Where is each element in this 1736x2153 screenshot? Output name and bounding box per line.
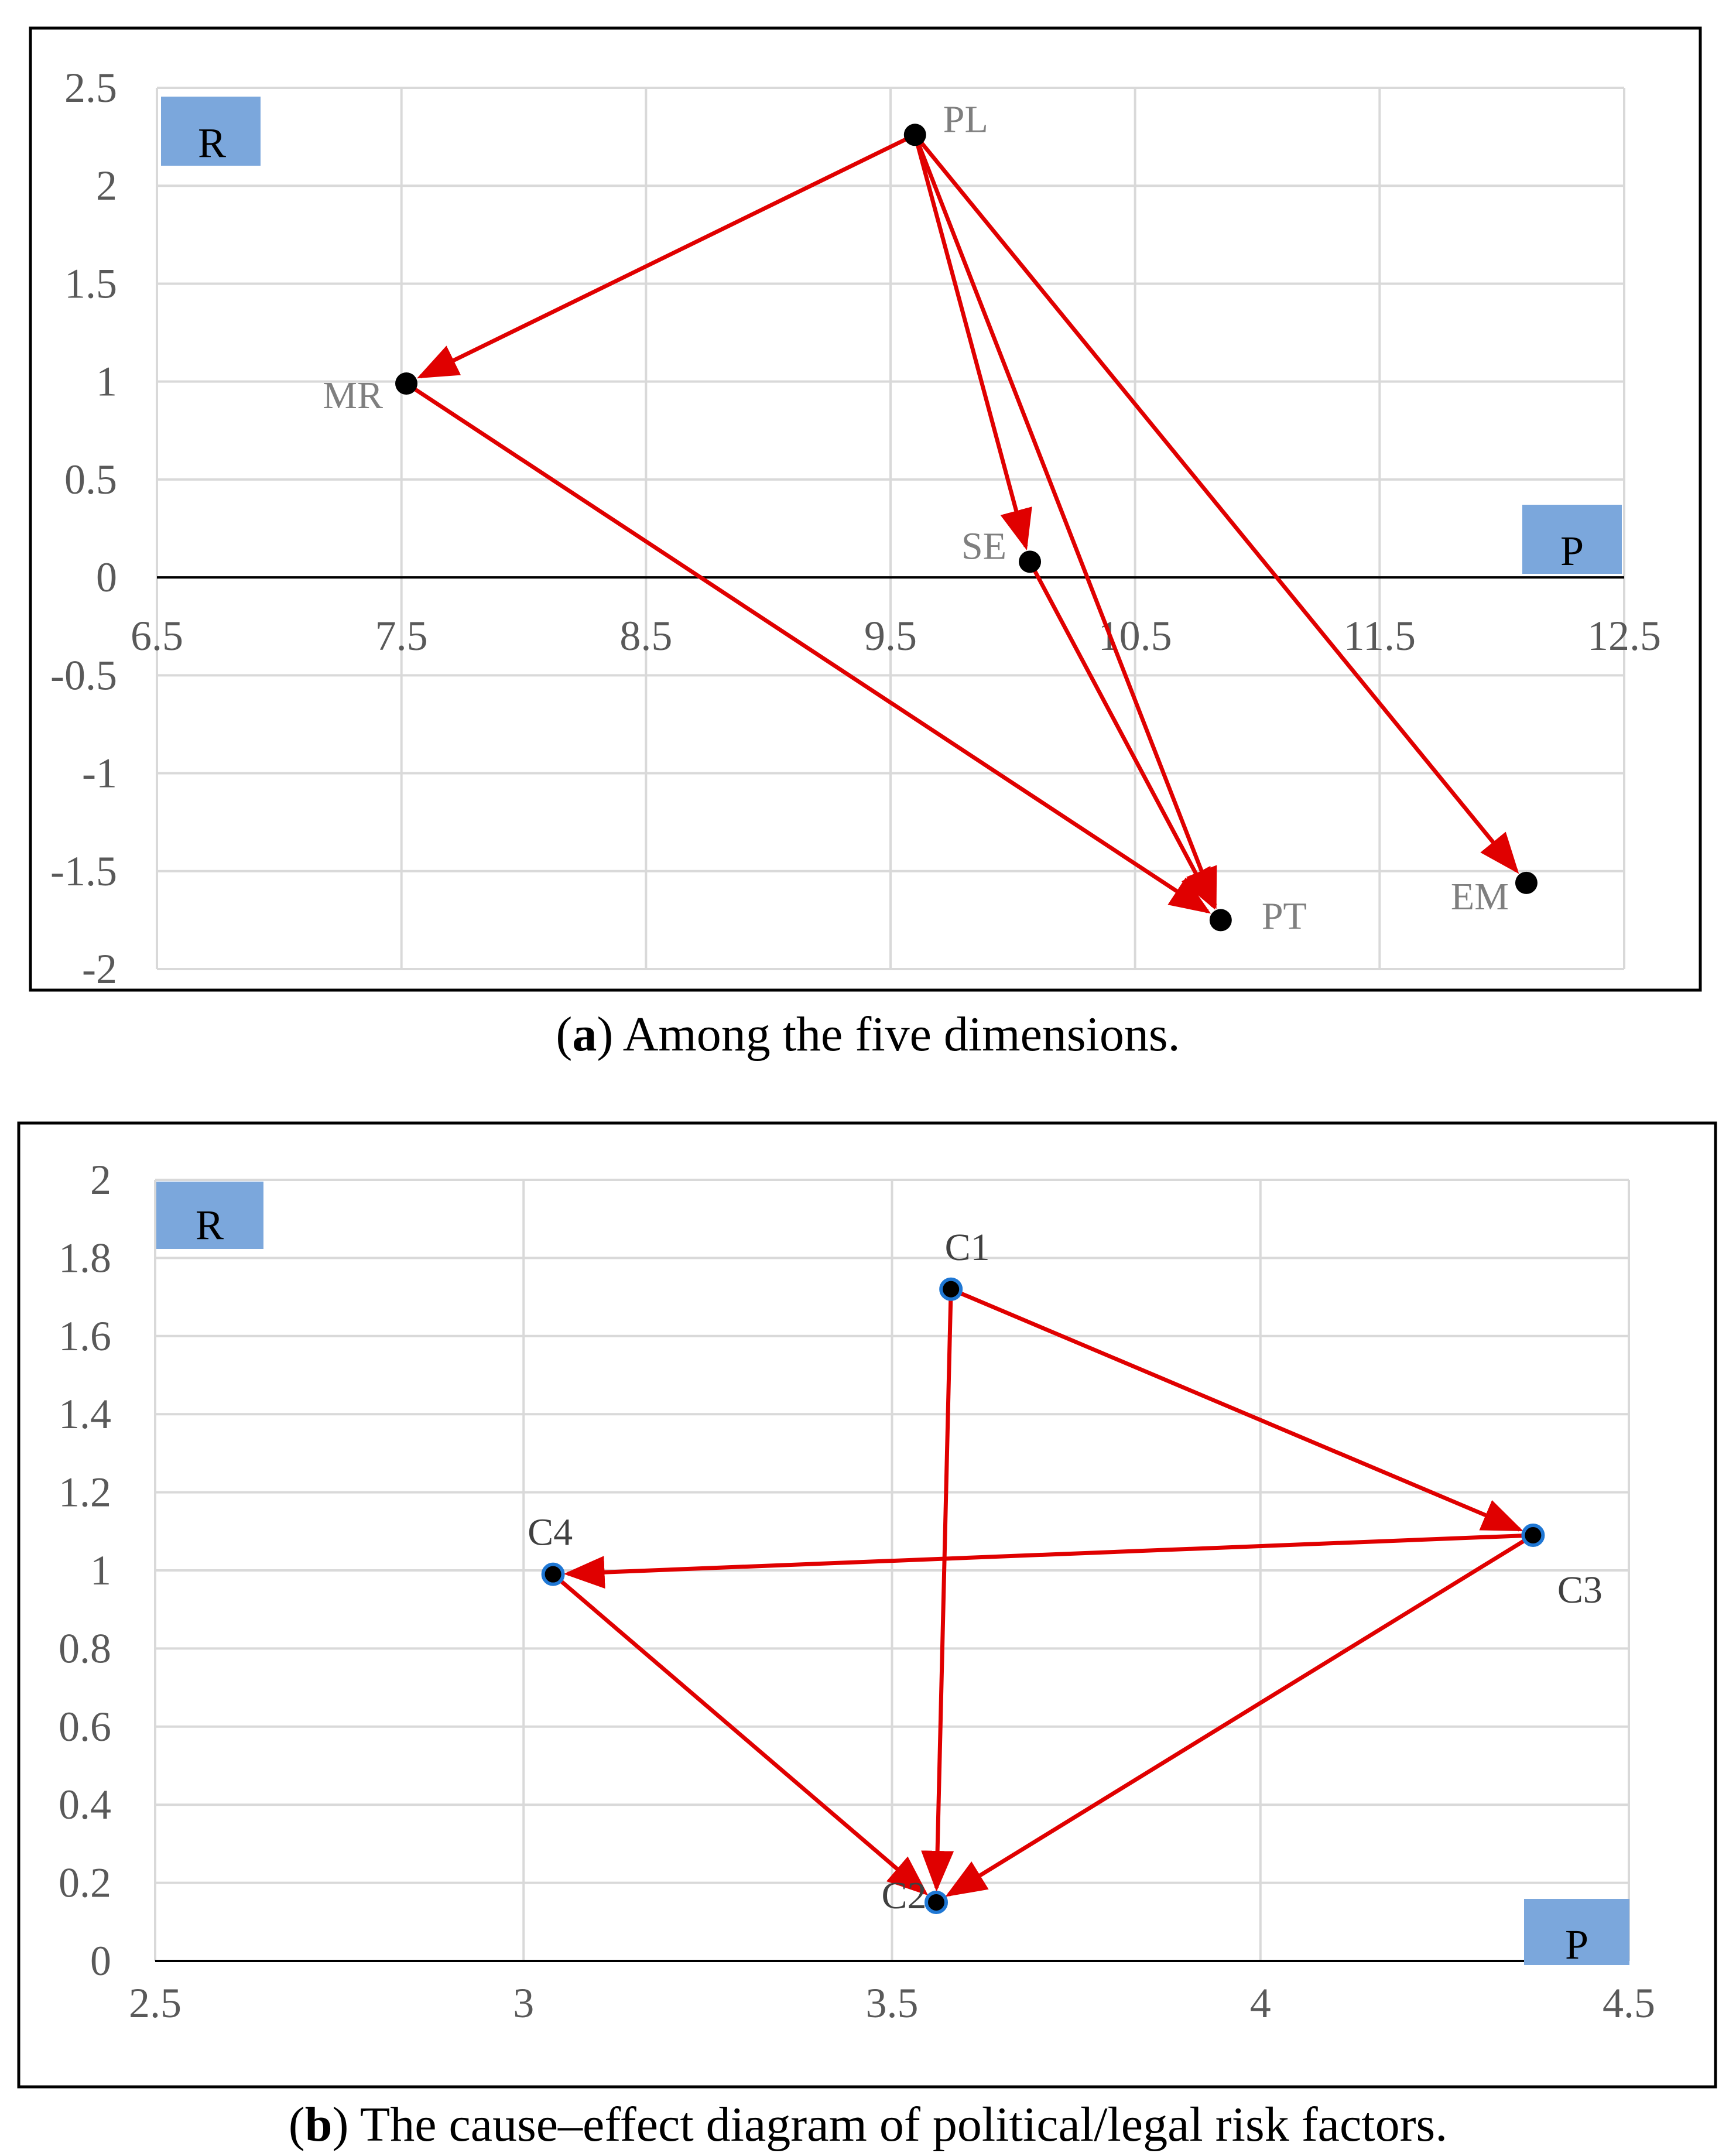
point-label-pl: PL: [943, 98, 988, 141]
x-tick-label: 9.5: [864, 612, 917, 659]
point-label-mr: MR: [323, 374, 383, 417]
arrow-pl-to-em: [913, 134, 1519, 874]
point-se: [1019, 550, 1042, 573]
point-em: [1515, 871, 1538, 894]
caption-a-letter: a: [572, 1007, 597, 1062]
y-tick-label: 0.6: [59, 1703, 111, 1750]
point-label-se: SE: [961, 525, 1006, 567]
y-tick-label: 1: [90, 1547, 111, 1594]
y-tick-label: 1.6: [59, 1313, 111, 1360]
quadrant-label-r: R: [198, 119, 226, 166]
arrow-pl-to-se: [913, 134, 1032, 551]
x-tick-label: 12.5: [1587, 612, 1661, 659]
y-tick-label: -1.5: [50, 848, 117, 895]
x-tick-label: 2.5: [129, 1980, 182, 2027]
quadrant-label-r: R: [196, 1202, 224, 1248]
quadrant-box-r: [161, 97, 261, 166]
chart-a-svg: 6.5 7.5 8.5 9.5 10.5 11.5 12.52.521.510.50-0.5…: [29, 26, 1702, 992]
chart-panel-a: 6.5 7.5 8.5 9.5 10.5 11.5 12.5 2.5 2 1.5 1 0.5 0 -0.5…: [0, 0, 1736, 1062]
y-tick-label: -2: [82, 946, 117, 992]
x-tick-label: 3: [513, 1980, 534, 2027]
point-label-c4: C4: [528, 1511, 573, 1554]
y-tick-label: 1.8: [59, 1234, 111, 1281]
point-label-pt: PT: [1262, 895, 1307, 937]
y-tick-label: 1.4: [59, 1391, 111, 1437]
x-tick-label: 3.5: [866, 1980, 919, 2027]
y-tick-label: -0.5: [50, 652, 117, 699]
caption-b-letter: b: [304, 2097, 333, 2152]
y-tick-label: 0.5: [64, 456, 117, 503]
x-tick-label: 8.5: [619, 612, 672, 659]
quadrant-label-p: P: [1565, 1921, 1588, 1968]
chart-panel-b: 2.5 3 3.5 4 4.5 2 1.8 1.6 1.4 1.2 1 0.8 0.6 0.4 0.2 0 R…: [0, 1101, 1736, 2152]
point-label-c2: C2: [881, 1874, 926, 1917]
arrow-c3-to-c4: [563, 1533, 1533, 1589]
y-tick-label: 0.4: [59, 1781, 111, 1828]
chart-b-svg: 2.5 3 3.5 4 4.5 2 1.8 1.6 1.4 1.2 1 0.8 0.6 0.4 0.2 0 R…: [17, 1121, 1717, 2089]
y-tick-label: 0.8: [59, 1625, 111, 1672]
point-mr: [395, 372, 418, 395]
y-tick-label: 1.5: [64, 260, 117, 307]
point-label-c3: C3: [1557, 1569, 1603, 1611]
chart-a-frame: [29, 26, 1702, 992]
caption-a: (a) Among the five dimensions.: [556, 1007, 1180, 1062]
arrow-c3-to-c2: [945, 1533, 1535, 1897]
point-label-em: EM: [1451, 875, 1509, 918]
y-tick-label: 1: [96, 358, 117, 405]
arrow-se-to-pt: [1028, 560, 1215, 910]
y-tick-label: -1: [82, 750, 117, 797]
arrow-pl-to-pt: [913, 134, 1217, 909]
caption-b: (b) The cause–effect diagram of politica…: [288, 2097, 1448, 2152]
y-tick-label: 2: [90, 1156, 111, 1203]
caption-a-text: Among the five dimensions.: [622, 1007, 1180, 1062]
arrow-mr-to-pt: [405, 382, 1211, 914]
point-pl: [903, 124, 926, 146]
arrow-c4-to-c2: [552, 1573, 929, 1896]
point-label-c1: C1: [945, 1226, 990, 1269]
point-c2: [925, 1890, 949, 1914]
x-tick-label: 4.5: [1603, 1980, 1655, 2027]
quadrant-box-p: [1522, 505, 1622, 574]
caption-b-text: The cause–effect diagram of political/le…: [359, 2097, 1448, 2152]
y-tick-label: 0.2: [59, 1860, 111, 1906]
chart-b-frame: [17, 1121, 1717, 2089]
y-tick-label: 2.5: [64, 64, 117, 111]
y-tick-label: 1.2: [59, 1469, 111, 1516]
point-pt: [1209, 909, 1232, 932]
quadrant-box-p: [1524, 1899, 1629, 1965]
quadrant-box-r: [156, 1182, 263, 1249]
x-tick-label: 4: [1250, 1980, 1271, 2027]
y-tick-label: 0: [96, 554, 117, 601]
arrow-c1-to-c2: [921, 1289, 954, 1892]
y-tick-label: 2: [96, 162, 117, 209]
x-tick-label: 6.5: [131, 612, 183, 659]
point-c4: [541, 1562, 565, 1586]
quadrant-label-p: P: [1560, 528, 1584, 574]
y-tick-label: 0: [90, 1938, 111, 1984]
arrow-pl-to-mr: [416, 133, 916, 379]
arrow-c1-to-c3: [950, 1287, 1523, 1532]
x-tick-label: 7.5: [375, 612, 428, 659]
point-c3: [1521, 1523, 1545, 1547]
point-c1: [939, 1277, 963, 1301]
x-tick-label: 11.5: [1344, 612, 1416, 659]
